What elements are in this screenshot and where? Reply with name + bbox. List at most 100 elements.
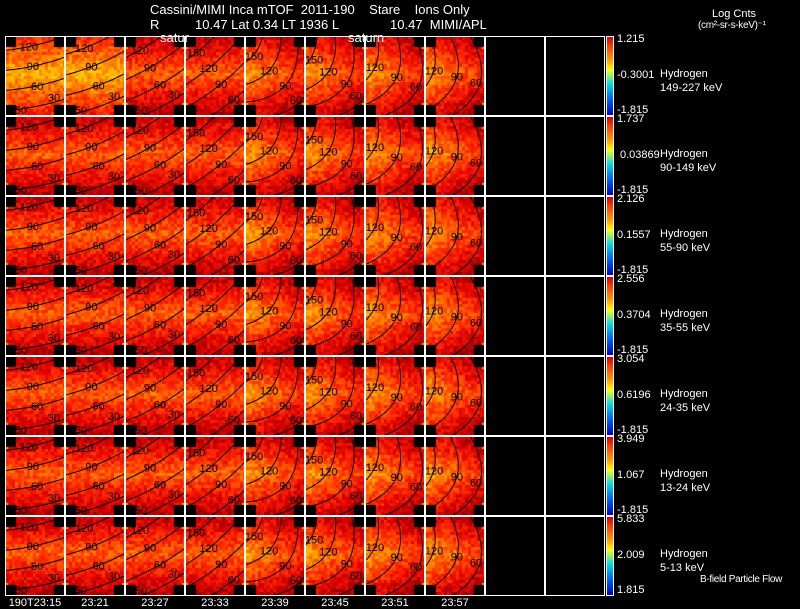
contour-label: 60 — [31, 81, 43, 93]
contour-label: 60 — [31, 241, 43, 253]
contour-label: 60 — [154, 320, 166, 332]
contour-label: 90 — [27, 541, 39, 553]
contour-line — [211, 569, 244, 595]
image-cell: 150 120 90 60 — [185, 276, 245, 356]
row-species-label: Hydrogen — [660, 308, 708, 320]
image-cell: 150 120 90 60 — [245, 356, 305, 436]
contour-label: 120 — [426, 385, 443, 397]
contour-line — [6, 437, 64, 451]
contour-line — [66, 95, 124, 115]
contour-line — [246, 357, 264, 383]
contour-label: 90 — [279, 320, 291, 332]
contour-line — [126, 43, 184, 81]
image-cell: 150 120 90 60 — [185, 36, 245, 116]
intensity-image — [366, 437, 424, 515]
contour-line — [306, 357, 318, 386]
row-species-label: Hydrogen — [660, 388, 708, 400]
image-cell: 150 120 90 60 — [305, 196, 365, 276]
empty-cell — [485, 276, 545, 356]
contour-label: 60 — [410, 82, 422, 94]
contour-label: 150 — [129, 345, 147, 355]
contour-line — [306, 357, 337, 411]
contour-line — [186, 462, 244, 509]
contour-label: 60 — [350, 571, 362, 583]
contour-line — [126, 517, 162, 539]
empty-cell — [485, 116, 545, 196]
contour-label: 60 — [154, 400, 166, 412]
contour-line — [271, 496, 304, 515]
empty-cell — [545, 356, 605, 436]
contour-label: 90 — [144, 302, 156, 314]
contour-line — [66, 233, 124, 256]
contour-line — [426, 437, 436, 487]
empty-cell — [485, 196, 545, 276]
contour-label: 30 — [168, 249, 180, 261]
contour-line — [6, 418, 64, 431]
time-tick-label: 23:51 — [381, 597, 409, 609]
contour-line — [271, 416, 304, 435]
image-cell: 150 120 90 60 — [245, 516, 305, 596]
colorbar-max-label: 3.054 — [617, 353, 645, 365]
empty-cell — [545, 116, 605, 196]
contour-label: 90 — [279, 480, 291, 492]
contour-label: 60 — [470, 558, 482, 570]
contour-line — [66, 495, 124, 515]
contour-label: 120 — [200, 383, 218, 395]
intensity-image — [246, 437, 304, 515]
contour-line — [186, 117, 215, 142]
contour-line — [186, 542, 244, 589]
contour-label: 60 — [92, 80, 104, 92]
contour-label: 90 — [215, 319, 227, 331]
contour-line — [6, 117, 64, 131]
contour-line — [186, 437, 242, 486]
contour-line — [246, 517, 264, 543]
contour-label: 120 — [200, 543, 218, 555]
contour-line — [426, 437, 459, 512]
contour-overlay: 120 90 60 — [366, 357, 424, 435]
contour-label: 120 — [131, 205, 149, 217]
contour-line — [66, 255, 124, 275]
image-cell: 120 90 60 30 150 — [5, 36, 65, 116]
colorbar — [606, 36, 614, 116]
contour-label: 120 — [260, 66, 278, 78]
contour-overlay: 120 90 60 — [426, 357, 482, 435]
image-cell: 120 90 60 30 150 — [65, 436, 125, 516]
contour-line — [271, 256, 304, 275]
contour-label: 150 — [187, 368, 205, 380]
contour-line — [66, 153, 124, 176]
contour-line — [66, 197, 110, 215]
contour-line — [452, 437, 482, 515]
contour-label: 30 — [108, 571, 120, 583]
image-cell: 120 90 60 — [365, 436, 425, 516]
units-line-1: Log Cnts — [712, 8, 757, 20]
image-cell: 120 90 60 — [425, 516, 485, 596]
contour-label: 150 — [9, 585, 27, 595]
contour-line — [6, 498, 64, 511]
intensity-image — [426, 357, 484, 435]
contour-line — [186, 517, 242, 566]
colorbar — [606, 436, 614, 516]
colorbar-mid-label: 2.009 — [617, 549, 645, 561]
contour-label: 60 — [410, 482, 422, 494]
contour-label: 60 — [470, 478, 482, 490]
contour-label: 150 — [187, 448, 205, 460]
contour-label: 60 — [350, 491, 362, 503]
contour-label: 90 — [451, 552, 463, 564]
contour-label: 30 — [168, 329, 180, 341]
contour-line — [426, 517, 436, 567]
contour-line — [66, 553, 124, 576]
intensity-image — [426, 117, 484, 195]
time-tick-label: 190T23:15 — [8, 597, 62, 609]
contour-overlay: 120 90 60 — [426, 277, 482, 355]
contour-label: 60 — [92, 480, 104, 492]
contour-label: 150 — [69, 185, 87, 195]
units-line-2: (cm²-sr-s-keV)⁻¹ — [698, 20, 766, 31]
contour-label: 150 — [69, 505, 87, 515]
intensity-image — [366, 277, 424, 355]
contour-line — [366, 437, 402, 505]
contour-label: 120 — [319, 227, 337, 239]
